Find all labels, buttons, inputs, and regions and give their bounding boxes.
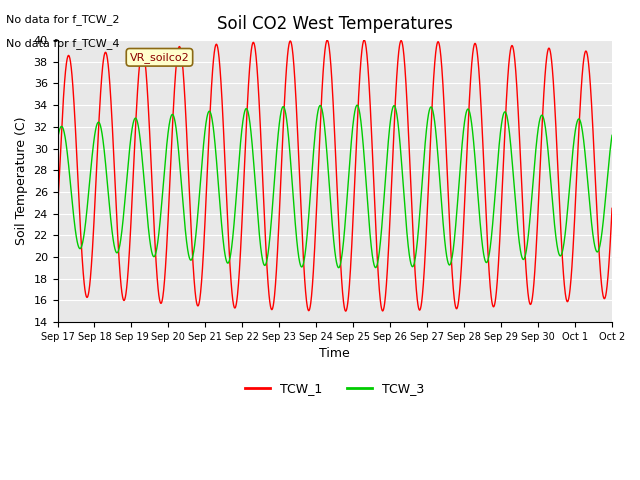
TCW_3 bbox=[54, 137, 61, 143]
Text: No data for f_TCW_4: No data for f_TCW_4 bbox=[6, 38, 120, 49]
TCW_1 bbox=[360, 37, 368, 43]
TCW_1 bbox=[429, 78, 437, 84]
Text: VR_soilco2: VR_soilco2 bbox=[129, 52, 189, 63]
TCW_1 bbox=[342, 308, 349, 314]
X-axis label: Time: Time bbox=[319, 347, 350, 360]
TCW_3 bbox=[353, 102, 361, 108]
TCW_1 bbox=[555, 186, 563, 192]
Title: Soil CO2 West Temperatures: Soil CO2 West Temperatures bbox=[217, 15, 452, 33]
TCW_1 bbox=[520, 217, 527, 223]
TCW_1 bbox=[482, 202, 490, 208]
TCW_3 bbox=[429, 111, 437, 117]
TCW_3 bbox=[482, 259, 490, 264]
TCW_1 bbox=[639, 290, 640, 296]
Text: No data for f_TCW_2: No data for f_TCW_2 bbox=[6, 14, 120, 25]
TCW_1 bbox=[175, 45, 182, 51]
TCW_3 bbox=[639, 194, 640, 200]
TCW_3 bbox=[175, 148, 182, 154]
TCW_3 bbox=[520, 257, 527, 263]
Line: TCW_1: TCW_1 bbox=[58, 40, 640, 311]
Legend: TCW_1, TCW_3: TCW_1, TCW_3 bbox=[240, 377, 429, 400]
Line: TCW_3: TCW_3 bbox=[58, 105, 640, 268]
TCW_3 bbox=[555, 251, 563, 256]
TCW_1 bbox=[54, 208, 61, 214]
TCW_3 bbox=[335, 265, 342, 271]
Y-axis label: Soil Temperature (C): Soil Temperature (C) bbox=[15, 117, 28, 245]
